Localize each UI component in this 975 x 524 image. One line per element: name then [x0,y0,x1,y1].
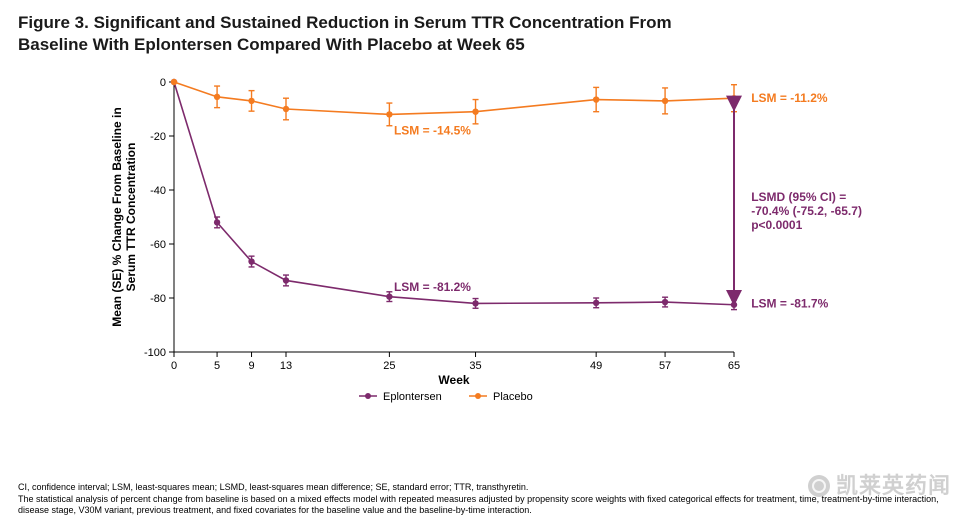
marker-eplontersen [386,293,392,299]
y-tick-label: -60 [150,239,166,251]
x-tick-label: 65 [728,360,740,372]
y-tick-label: -40 [150,185,166,197]
marker-placebo [248,98,254,104]
y-tick-label: -80 [150,293,166,305]
series-eplontersen [174,82,734,305]
x-axis-title: Week [438,373,469,387]
marker-eplontersen [283,277,289,283]
x-tick-label: 9 [248,360,254,372]
lsmd-annotation: LSMD (95% CI) =-70.4% (-75.2, -65.7)p<0.… [751,190,862,232]
legend-label-eplontersen: Eplontersen [383,391,442,403]
x-tick-label: 13 [280,360,292,372]
chart-svg: 0 -20 -40 -60 -80 -100 0 5 9 13 25 35 49 57 65 Week Mean… [110,72,855,422]
marker-placebo [472,109,478,115]
marker-placebo [731,95,737,101]
watermark: 凯莱英药闻 [808,468,951,500]
x-tick-label: 0 [171,360,177,372]
figure-title: Figure 3. Significant and Sustained Redu… [18,12,957,56]
marker-eplontersen [593,300,599,306]
x-tick-label: 57 [659,360,671,372]
marker-placebo [214,94,220,100]
x-tick-label: 49 [590,360,602,372]
legend-label-placebo: Placebo [493,391,533,403]
legend-marker [365,393,371,399]
annotation: LSM = -81.2% [394,280,471,294]
page: Figure 3. Significant and Sustained Redu… [0,0,975,524]
legend-marker [475,393,481,399]
marker-eplontersen [731,302,737,308]
marker-placebo [283,106,289,112]
y-axis-title: Mean (SE) % Change From Baseline inSerum… [110,107,138,326]
wechat-icon [808,475,830,497]
marker-eplontersen [472,300,478,306]
y-tick-label: -100 [144,347,166,359]
marker-eplontersen [248,258,254,264]
y-tick-label: -20 [150,131,166,143]
marker-placebo [386,111,392,117]
marker-placebo [171,79,177,85]
title-line-2: Baseline With Eplontersen Compared With … [18,35,525,54]
annotation: LSM = -14.5% [394,124,471,138]
series-placebo [174,82,734,114]
x-tick-label: 25 [383,360,395,372]
marker-placebo [593,96,599,102]
chart: 0 -20 -40 -60 -80 -100 0 5 9 13 25 35 49 57 65 Week Mean… [110,72,855,422]
watermark-text: 凯莱英药闻 [836,473,951,498]
annotation: LSM = -81.7% [751,296,828,310]
marker-eplontersen [662,299,668,305]
title-line-1: Figure 3. Significant and Sustained Redu… [18,13,672,32]
y-tick-label: 0 [160,77,166,89]
x-tick-label: 35 [469,360,481,372]
marker-placebo [662,98,668,104]
annotation: LSM = -11.2% [751,91,828,105]
x-tick-label: 5 [214,360,220,372]
marker-eplontersen [214,219,220,225]
